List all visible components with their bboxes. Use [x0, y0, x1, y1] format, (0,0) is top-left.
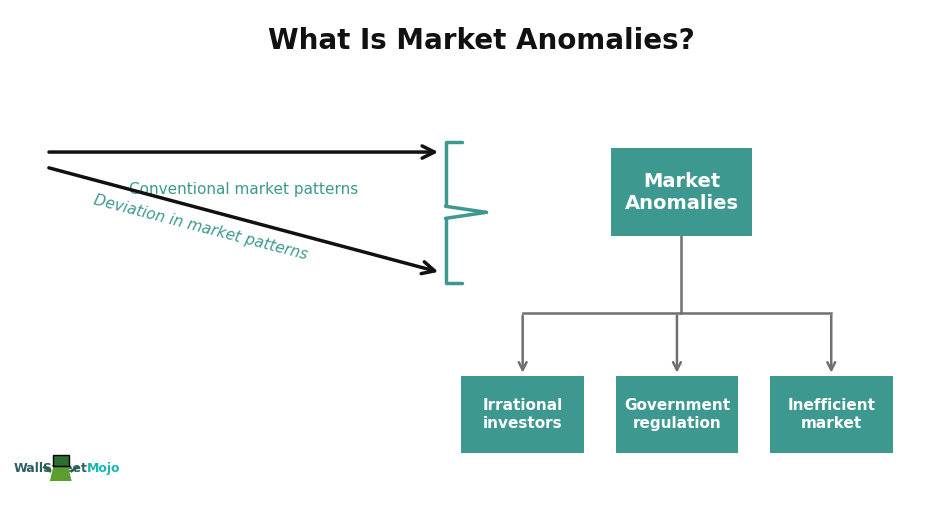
- Text: Inefficient
market: Inefficient market: [786, 398, 874, 431]
- FancyBboxPatch shape: [52, 455, 69, 466]
- FancyBboxPatch shape: [769, 376, 892, 453]
- FancyBboxPatch shape: [610, 148, 751, 236]
- Text: Government
regulation: Government regulation: [623, 398, 729, 431]
- FancyBboxPatch shape: [461, 376, 583, 453]
- Text: Conventional market patterns: Conventional market patterns: [129, 182, 358, 197]
- Text: WallStreet: WallStreet: [13, 462, 87, 475]
- Text: Deviation in market patterns: Deviation in market patterns: [92, 192, 309, 263]
- Text: Market
Anomalies: Market Anomalies: [623, 172, 738, 213]
- FancyBboxPatch shape: [615, 376, 738, 453]
- Polygon shape: [50, 466, 71, 481]
- Text: What Is Market Anomalies?: What Is Market Anomalies?: [269, 26, 695, 55]
- Text: Mojo: Mojo: [87, 462, 121, 475]
- Text: Irrational
investors: Irrational investors: [482, 398, 563, 431]
